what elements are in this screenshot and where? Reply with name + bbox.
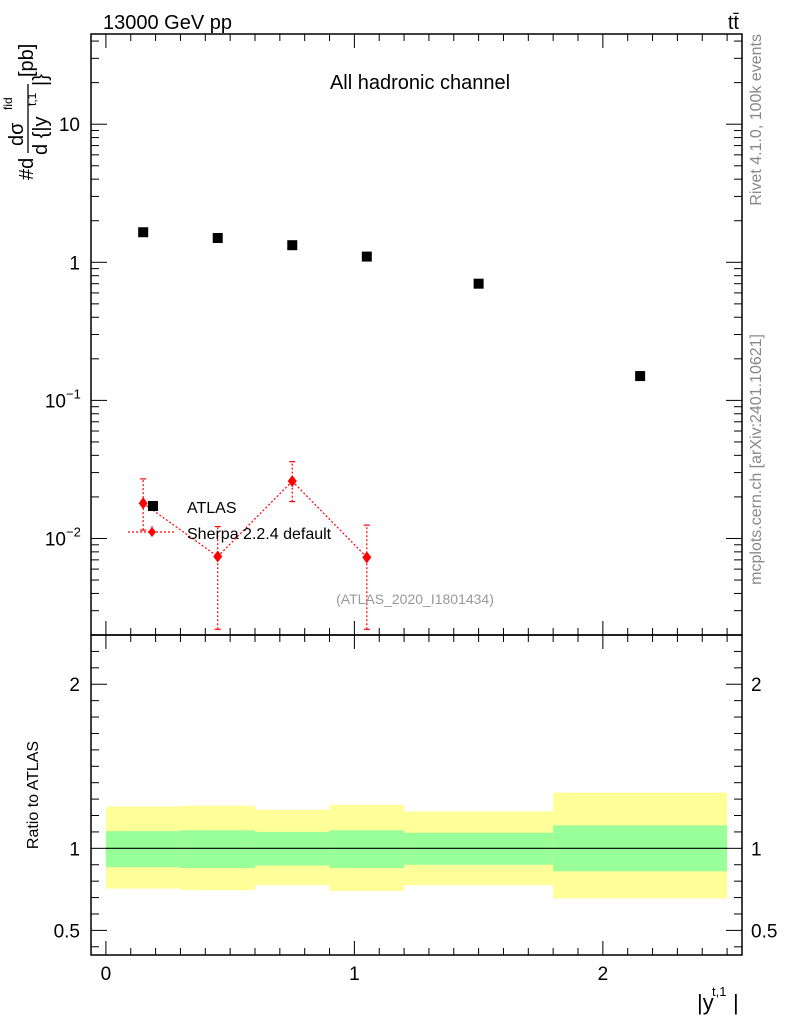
- ylabel-numerator: dσ: [6, 122, 28, 146]
- xlabel-base: |y: [697, 990, 714, 1015]
- ratio-inner-band: [329, 830, 405, 869]
- sherpa-line-segment: [142, 502, 219, 558]
- sherpa-data-point: [287, 475, 297, 488]
- ratio-inner-band: [180, 830, 255, 869]
- main-y-tick-label: 1: [69, 253, 80, 274]
- atlas-data-point: [287, 240, 298, 251]
- mcplots-label: mcplots.cern.ch [arXiv:2401.10621]: [748, 334, 765, 585]
- ratio-plot: 0 1 2 0.5 0.5 1 1 2 2 Ratio to ATLAS |y t,1 |: [25, 634, 777, 1015]
- main-y-tick-label-exponent: −2: [66, 524, 81, 539]
- ratio-inner-band: [105, 831, 181, 868]
- sherpa-line-segment: [291, 480, 368, 558]
- x-axis-label: |y t,1 |: [697, 984, 739, 1015]
- atlas-data-point: [212, 232, 223, 243]
- ratio-y-axis-label: Ratio to ATLAS: [25, 741, 42, 849]
- legend-sherpa-label: Sherpa 2.2.4 default: [187, 526, 332, 543]
- xlabel-sup: t,1: [712, 984, 726, 999]
- legend-sherpa-marker: [148, 527, 156, 537]
- main-y-tick-label: 10: [59, 115, 80, 136]
- ratio-x-tick-label: 0: [101, 964, 112, 985]
- sherpa-data-point: [138, 497, 148, 510]
- main-data-layer: [138, 227, 646, 630]
- ylabel-denominator-sup: t,1: [25, 92, 39, 106]
- atlas-data-point: [361, 251, 372, 262]
- legend-atlas-marker: [148, 501, 158, 511]
- ylabel-prefix: #d: [16, 158, 38, 180]
- ratio-y-tick-label-right: 0.5: [751, 921, 777, 942]
- main-y-tick-label: 10: [45, 529, 66, 550]
- watermark-label: (ATLAS_2020_I1801434): [336, 591, 494, 607]
- ylabel-denominator-end: |}: [30, 74, 52, 86]
- ratio-y-tick-label-left: 1: [69, 839, 80, 860]
- main-plot-frame: [90, 33, 743, 636]
- ratio-y-tick-label-right: 2: [751, 675, 762, 696]
- ylabel-denominator: d {|y: [30, 116, 52, 155]
- rivet-label: Rivet 4.1.0, 100k events: [748, 34, 765, 206]
- main-y-tick-label: 10: [45, 391, 66, 412]
- ratio-axis-ticks: 0 1 2 0.5 0.5 1 1 2 2: [54, 635, 777, 985]
- ratio-x-tick-label: 2: [598, 964, 609, 985]
- ylabel-numerator-sup: fid: [1, 97, 15, 110]
- header-energy-label: 13000 GeV pp: [103, 12, 232, 34]
- ratio-y-tick-label-left: 0.5: [54, 921, 80, 942]
- main-plot-title: All hadronic channel: [330, 72, 510, 94]
- xlabel-end: |: [733, 990, 739, 1015]
- sherpa-data-point: [213, 550, 223, 563]
- atlas-data-point: [635, 371, 646, 382]
- sherpa-data-point: [362, 551, 372, 564]
- ratio-y-tick-label-left: 2: [69, 675, 80, 696]
- ylabel-unit: [pb]: [16, 44, 38, 77]
- ratio-x-tick-label: 1: [349, 964, 360, 985]
- ratio-plot-frame: [90, 634, 743, 956]
- atlas-data-point: [473, 278, 484, 289]
- atlas-data-point: [138, 227, 149, 238]
- legend-atlas-label: ATLAS: [187, 500, 237, 517]
- main-y-tick-label-exponent: −1: [66, 386, 81, 401]
- legend: ATLAS Sherpa 2.2.4 default: [128, 500, 332, 543]
- sherpa-line-segment: [217, 480, 293, 557]
- main-y-axis-label: #d dσ fid d {|y t,1 |} [pb]: [1, 44, 52, 180]
- header-process-label: tt̄: [728, 12, 740, 34]
- ratio-data-layer: [105, 792, 728, 899]
- ratio-y-tick-label-right: 1: [751, 839, 762, 860]
